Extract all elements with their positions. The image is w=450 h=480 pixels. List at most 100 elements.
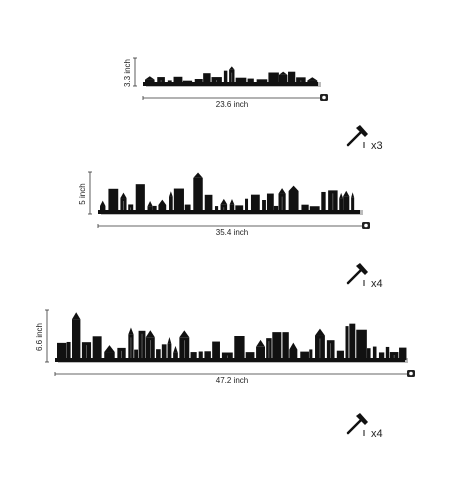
building — [349, 323, 356, 360]
building — [272, 332, 282, 360]
building — [367, 348, 371, 360]
building — [282, 332, 289, 360]
building — [288, 190, 299, 212]
building — [309, 349, 313, 360]
spire — [229, 199, 235, 205]
building — [134, 349, 139, 360]
building — [345, 326, 349, 360]
width-label: 23.6 inch — [216, 100, 248, 109]
hammer-handle — [346, 418, 363, 435]
height-label: 5 inch — [78, 183, 87, 204]
spire — [343, 190, 350, 197]
building — [250, 194, 260, 212]
spire — [288, 185, 299, 191]
tape-icon-hole — [322, 95, 326, 100]
building — [193, 177, 203, 212]
building — [399, 347, 407, 360]
spire — [120, 192, 127, 199]
building — [385, 346, 390, 360]
building — [92, 336, 102, 360]
tape-icon-hole — [409, 371, 413, 376]
hammer-head — [356, 125, 368, 137]
building — [214, 206, 219, 212]
building — [321, 191, 326, 212]
building — [169, 196, 173, 212]
building — [378, 352, 385, 360]
skyline-base — [98, 210, 360, 214]
building — [204, 351, 211, 360]
building — [262, 199, 266, 212]
building — [66, 341, 71, 360]
spire — [307, 77, 318, 81]
hammer-handle — [346, 130, 363, 147]
skyline — [98, 172, 363, 215]
building — [256, 346, 266, 360]
building — [256, 79, 268, 84]
spire — [229, 66, 235, 70]
spire — [339, 192, 344, 199]
building — [100, 206, 106, 212]
building — [152, 205, 157, 212]
count-label: x4 — [371, 428, 383, 440]
spire — [169, 191, 173, 197]
spire — [158, 199, 167, 205]
building — [268, 72, 279, 84]
building — [72, 319, 81, 360]
building — [173, 352, 178, 360]
building — [194, 79, 203, 84]
building — [247, 78, 254, 84]
count-label: x3 — [371, 140, 383, 152]
spire — [128, 327, 134, 335]
building — [339, 198, 344, 212]
building — [229, 204, 235, 212]
spire — [278, 71, 288, 75]
skyline — [55, 312, 408, 363]
skyline-base — [55, 358, 405, 362]
width-label: 35.4 inch — [216, 228, 248, 237]
spire — [72, 312, 81, 320]
building — [273, 205, 279, 212]
spire — [256, 339, 266, 347]
building — [190, 352, 197, 360]
building — [266, 193, 274, 212]
spire — [315, 328, 325, 336]
building — [300, 351, 309, 360]
building — [173, 188, 184, 212]
hammer-handle — [346, 268, 363, 285]
spire — [351, 192, 355, 198]
building — [309, 206, 320, 212]
spire — [167, 336, 172, 344]
spire — [145, 330, 155, 338]
building — [372, 346, 377, 360]
building — [161, 344, 167, 360]
building — [289, 349, 298, 360]
building — [235, 77, 247, 84]
spire — [278, 188, 286, 194]
building — [158, 204, 167, 212]
spire — [289, 342, 298, 350]
hammer-head — [356, 263, 368, 275]
building — [288, 71, 296, 84]
spire — [220, 198, 228, 205]
building — [212, 341, 220, 360]
building — [343, 196, 350, 212]
building — [198, 351, 203, 360]
building — [108, 188, 119, 212]
height-label: 6.6 inch — [35, 323, 44, 351]
spire — [179, 330, 190, 338]
building — [173, 76, 183, 84]
building — [204, 194, 213, 212]
building — [203, 73, 211, 84]
spire — [147, 200, 153, 207]
tape-icon-hole — [364, 223, 368, 228]
building — [245, 352, 255, 360]
spire — [193, 172, 203, 178]
building — [104, 352, 115, 360]
building — [223, 70, 228, 84]
building — [301, 204, 309, 212]
spire — [100, 200, 106, 207]
building — [278, 74, 288, 84]
building — [145, 79, 155, 84]
height-label: 3.3 inch — [123, 59, 132, 87]
